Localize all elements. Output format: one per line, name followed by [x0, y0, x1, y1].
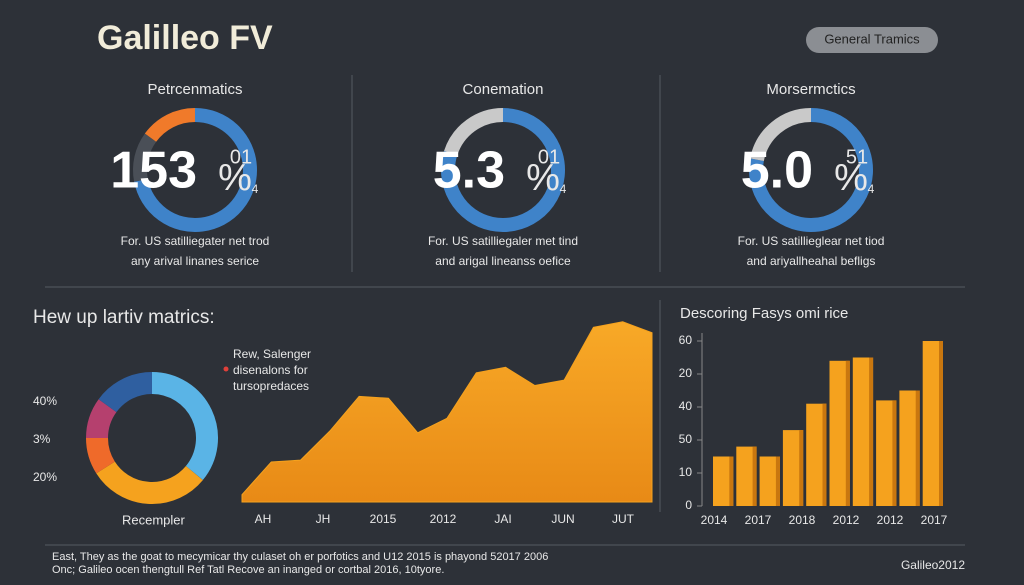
kpi-caption: any arival linanes serice: [131, 254, 259, 268]
y-tick-label: 0: [685, 498, 692, 512]
legend-text: disenalons for: [233, 363, 308, 377]
kpi-small: 01: [230, 146, 252, 168]
donut-label: 40%: [33, 394, 57, 408]
kpi-value: 153: [110, 142, 197, 200]
bar: [876, 400, 897, 506]
footer-brand: Galileo2012: [901, 558, 965, 572]
bar-shade: [845, 360, 850, 506]
button-label[interactable]: General Tramics: [824, 31, 920, 46]
x-tick-label: 2012: [877, 513, 904, 527]
kpi-unit: %: [834, 157, 868, 199]
x-tick-label: JH: [316, 512, 331, 526]
x-tick-label: JUT: [612, 512, 635, 526]
x-tick-label: 2014: [701, 513, 728, 527]
bar: [899, 390, 920, 506]
kpi-unit: %: [526, 157, 560, 199]
x-tick-label: JUN: [551, 512, 574, 526]
title: Galilleo FV: [97, 19, 273, 57]
legend-dot: [223, 366, 229, 372]
kpi-title: Conemation: [463, 81, 544, 98]
bar: [759, 456, 780, 506]
bar: [852, 357, 874, 506]
ring-segment: [134, 108, 257, 232]
kpi-sub: 4: [560, 182, 567, 196]
kpi-sub: 4: [868, 182, 875, 196]
x-tick-label: 2012: [430, 512, 457, 526]
bar-shade: [752, 446, 757, 506]
ring-segment: [96, 461, 203, 504]
kpi-small: 51: [846, 146, 868, 168]
kpi-caption: and arigal lineanss oefice: [435, 254, 571, 268]
donut-caption: Recempler: [122, 512, 186, 527]
ring-segment: [151, 372, 218, 481]
donut-label: 20%: [33, 470, 57, 484]
x-tick-label: JAI: [494, 512, 511, 526]
x-tick-label: 2017: [921, 513, 948, 527]
kpi-value: 5.3: [433, 142, 505, 200]
ring-segment: [86, 399, 117, 439]
ring-segment: [750, 108, 812, 162]
bar-shade: [775, 456, 780, 506]
kpi-sub: 4: [252, 182, 259, 196]
ring-segment: [144, 108, 196, 143]
kpi-caption: For. US satilliegater net trod: [121, 234, 270, 248]
bar: [922, 341, 943, 506]
y-tick-label: 40: [679, 399, 693, 413]
x-tick-label: AH: [255, 512, 272, 526]
kpi-caption: and ariyallheahal befligs: [747, 254, 876, 268]
y-tick-label: 10: [679, 465, 693, 479]
ring-segment: [86, 437, 116, 474]
bar-shade: [892, 400, 897, 506]
bar-shade: [799, 430, 804, 506]
ring-segment: [133, 133, 157, 182]
legend-text: Rew, Salenger: [233, 347, 311, 361]
kpi-title: Petrcenmatics: [147, 81, 242, 98]
bar-shade: [939, 341, 943, 506]
legend-text: tursopredaces: [233, 379, 309, 393]
bars-title: Descoring Fasys omi rice: [680, 305, 848, 322]
kpi-small: 01: [538, 146, 560, 168]
y-tick-label: 20: [679, 366, 693, 380]
bar-shade: [869, 357, 874, 506]
bar: [713, 456, 734, 506]
x-tick-label: 2015: [370, 512, 397, 526]
area: [241, 321, 653, 503]
footer-line: Onc; Galileo ocen thengtull Ref Tatl Rec…: [52, 564, 444, 576]
ring-segment: [444, 108, 504, 156]
ring-segment: [441, 108, 565, 232]
x-tick-label: 2018: [789, 513, 816, 527]
y-tick-label: 60: [679, 333, 693, 347]
ring-segment: [98, 372, 153, 413]
footer-line: East, They as the goat to mecymicar thy …: [52, 551, 548, 563]
bar-shade: [915, 390, 920, 506]
x-tick-label: 2017: [745, 513, 772, 527]
donut-title: Hew up lartiv matrics:: [33, 307, 215, 328]
x-tick-label: 2012: [833, 513, 860, 527]
button[interactable]: [806, 27, 938, 53]
kpi-title: Morsermctics: [766, 81, 855, 98]
ring-segment: [749, 108, 873, 232]
kpi-caption: For. US satillieglear net tiod: [738, 234, 885, 248]
bar: [806, 403, 827, 506]
bar-shade: [729, 456, 734, 506]
bar-shade: [822, 403, 827, 506]
kpi-caption: For. US satilliegaler met tind: [428, 234, 578, 248]
y-tick-label: 50: [679, 432, 693, 446]
donut-label: 3%: [33, 432, 51, 446]
kpi-value: 5.0: [741, 142, 813, 200]
bar: [782, 430, 804, 506]
kpi-unit: %: [218, 157, 252, 199]
bar: [829, 360, 850, 506]
bar: [736, 446, 757, 506]
